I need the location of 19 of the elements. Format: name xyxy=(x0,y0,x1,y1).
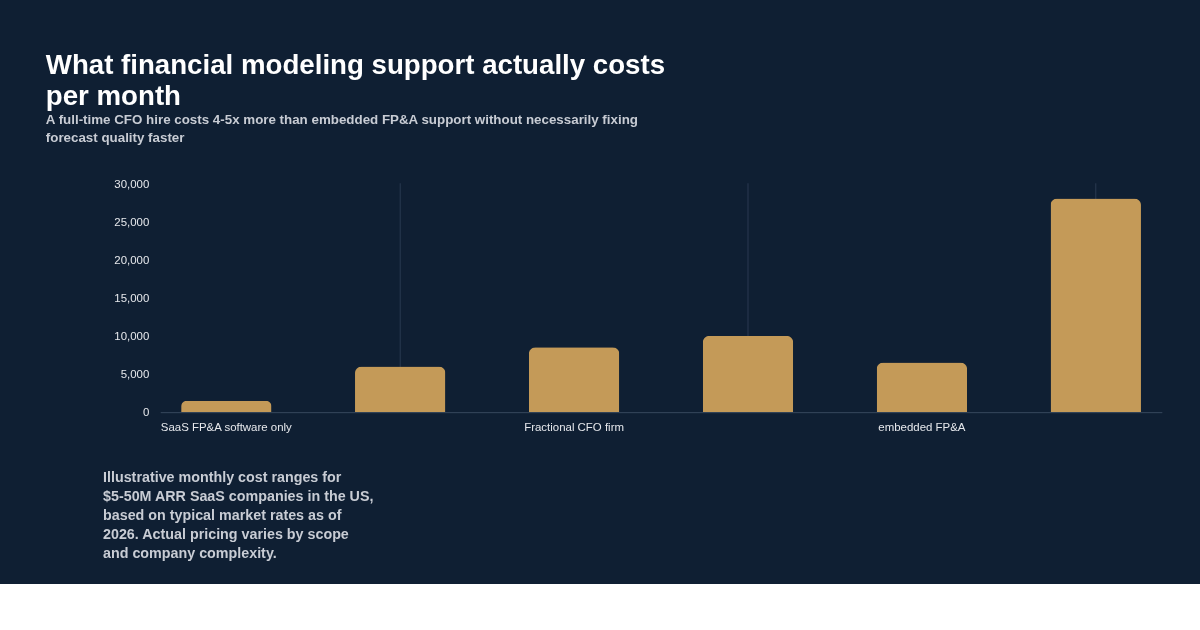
bar xyxy=(1050,198,1141,413)
bar xyxy=(702,335,794,413)
bar xyxy=(876,362,968,413)
y-tick-label: 0 xyxy=(142,406,150,419)
text: Illustrative monthly cost ranges for $5-50M ARR SaaS companies in the US, based on typical market rates as of 2026. Actual pricing varies by scope and company complexity. xyxy=(103,468,374,562)
x-tick-label: SaaS FP&A software only xyxy=(160,420,293,433)
y-tick-label: 30,000 xyxy=(114,177,150,190)
y-tick-label: 25,000 xyxy=(114,215,150,228)
x-tick-label: embedded FP&A xyxy=(878,420,966,433)
y-tick-label: 20,000 xyxy=(114,253,150,266)
x-tick-label: Fractional CFO firm xyxy=(524,420,624,433)
chart-title: What financial modeling support actually costs per month xyxy=(45,48,666,112)
chart-subtitle: A full-time CFO hire costs 4-5x more than embedded FP&A support without necessarily fixing forecast quality faster xyxy=(45,112,638,146)
y-tick-label: 5,000 xyxy=(120,368,150,381)
y-tick-label: 15,000 xyxy=(114,292,150,305)
y-tick-label: 10,000 xyxy=(114,330,150,343)
bar xyxy=(181,400,272,413)
bar xyxy=(355,366,446,413)
bar xyxy=(528,347,620,413)
